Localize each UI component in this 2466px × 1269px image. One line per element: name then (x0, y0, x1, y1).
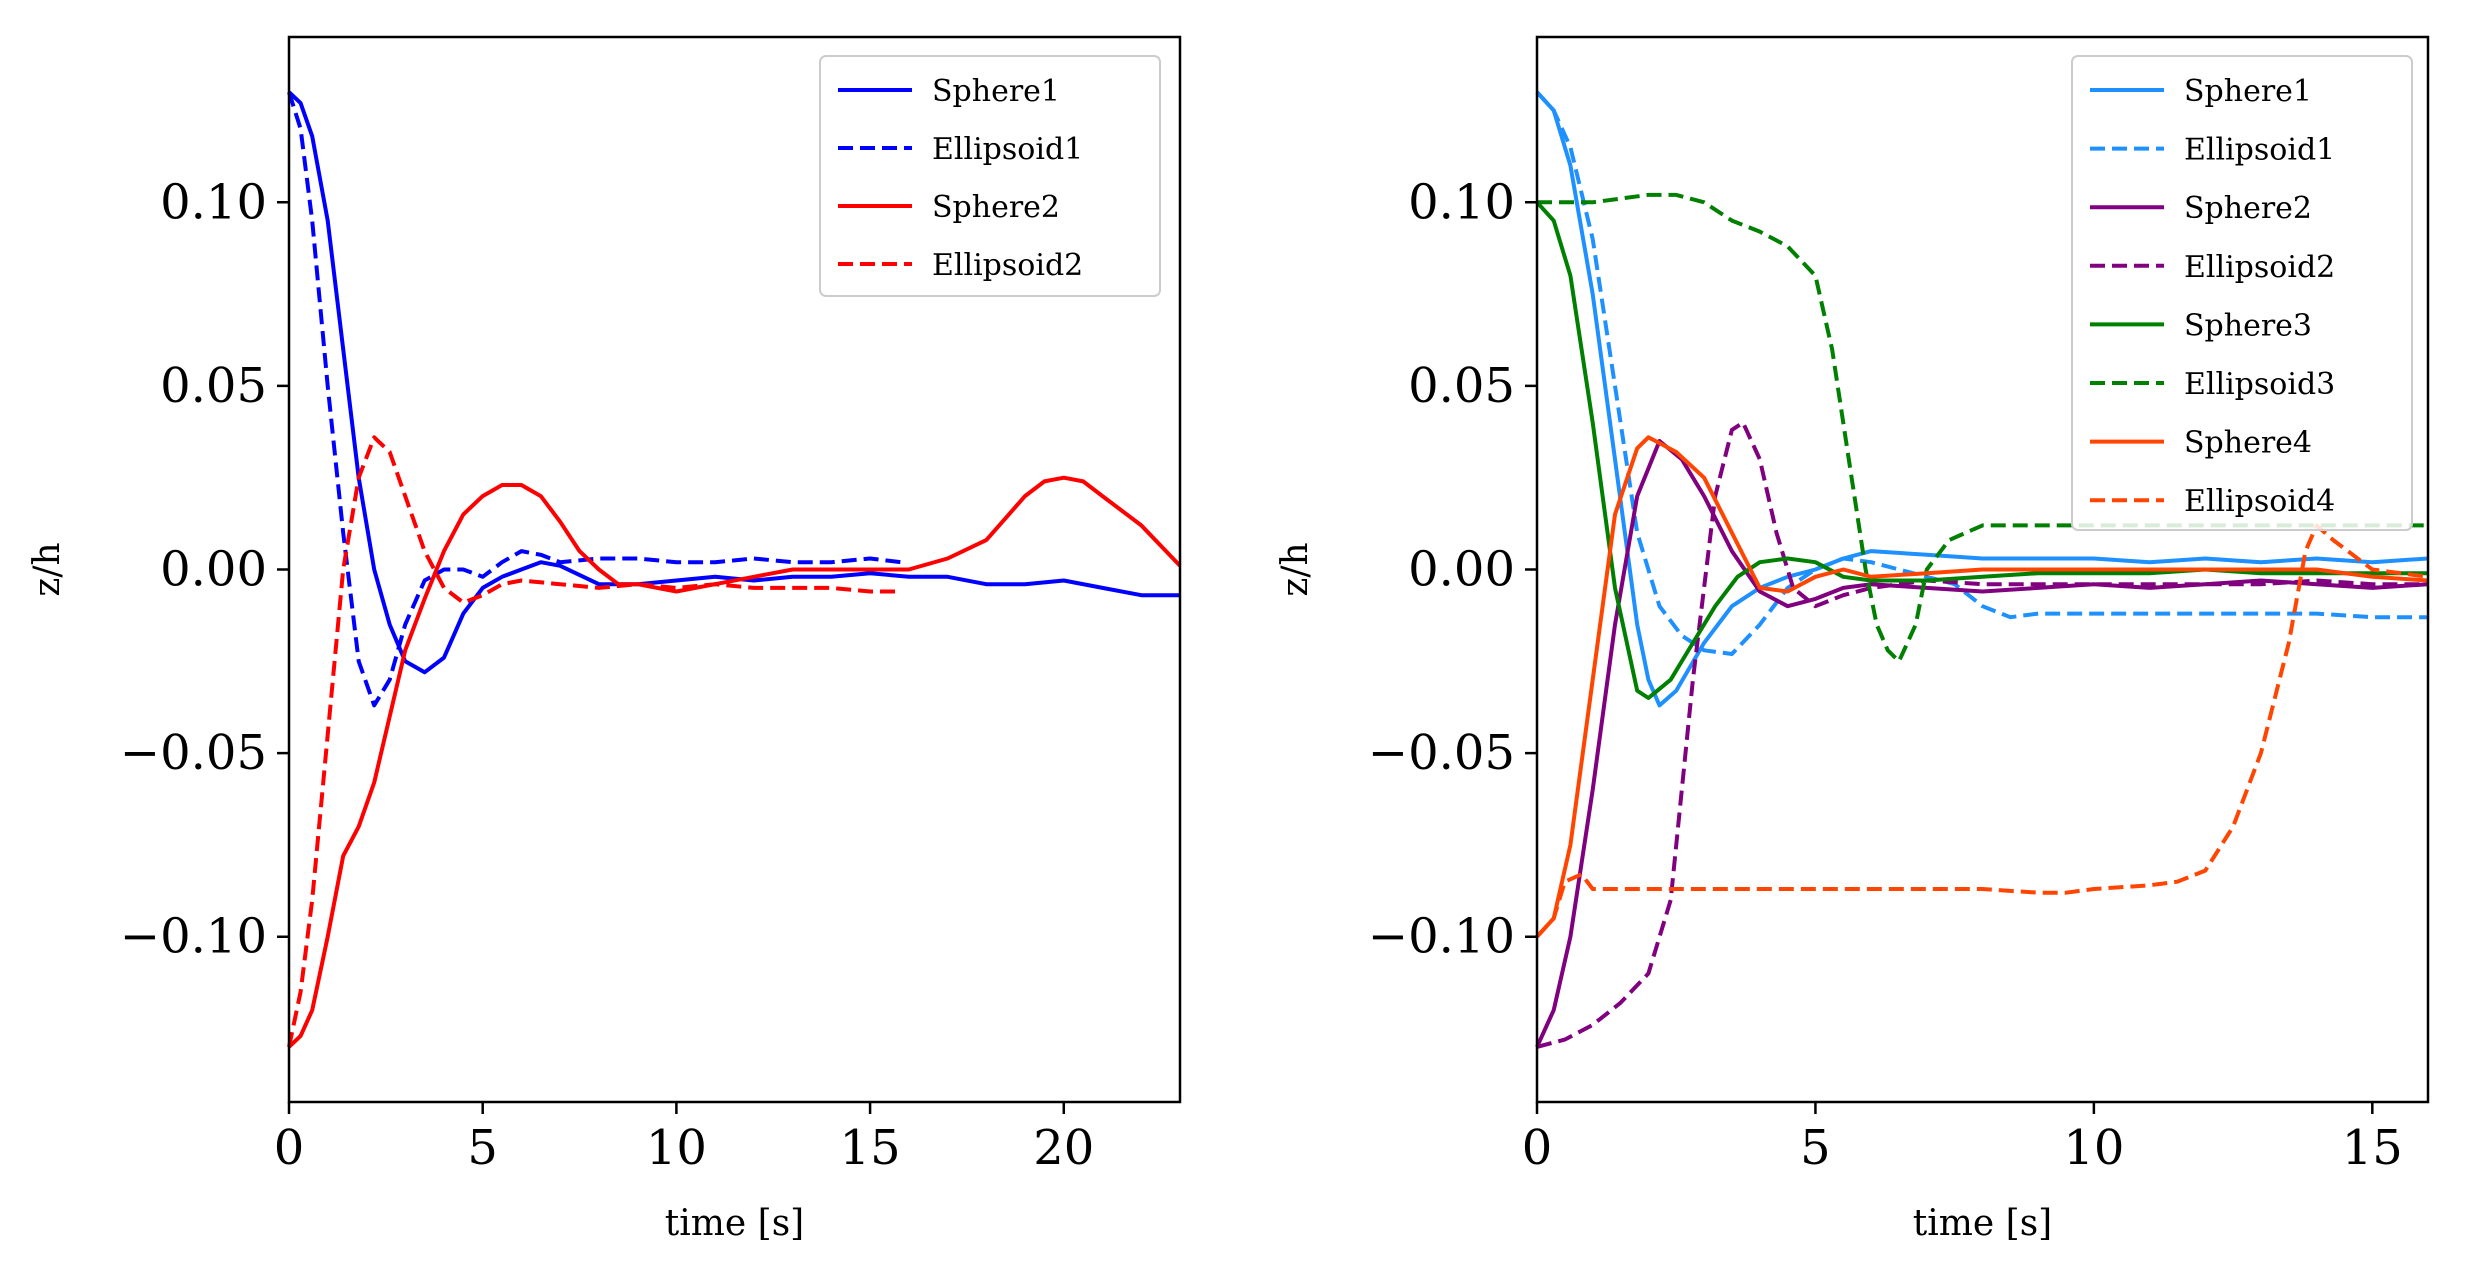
legend-label: Sphere1 (2184, 74, 2312, 109)
y-tick-label: 0.10 (1408, 174, 1515, 230)
y-tick-label: −0.10 (1368, 909, 1515, 965)
legend-label: Ellipsoid2 (2184, 250, 2335, 285)
x-tick-label: 10 (2063, 1120, 2124, 1176)
legend-label: Sphere2 (932, 190, 1060, 225)
legend-label: Ellipsoid1 (932, 132, 1083, 167)
x-tick-label: 5 (1800, 1120, 1831, 1176)
series-line-ellipsoid4 (1535, 523, 2429, 939)
y-tick-label: −0.10 (120, 909, 267, 965)
legend-label: Sphere4 (2184, 426, 2312, 461)
y-axis-label: z/h (1275, 542, 1316, 596)
legend-label: Ellipsoid1 (2184, 133, 2335, 168)
legend-label: Sphere3 (2184, 308, 2312, 343)
y-tick-label: 0.10 (160, 174, 267, 230)
series-line-sphere1 (1535, 90, 2429, 708)
series-line-sphere4 (1535, 435, 2429, 939)
y-tick-label: −0.05 (120, 725, 267, 781)
legend-label: Ellipsoid3 (2184, 367, 2335, 402)
y-tick-label: 0.00 (1408, 542, 1515, 598)
series-line-sphere1 (287, 90, 1180, 675)
x-tick-label: 20 (1033, 1120, 1094, 1176)
x-tick-label: 10 (646, 1120, 707, 1176)
series-line-ellipsoid1 (287, 91, 902, 708)
series-line-ellipsoid2 (1536, 420, 2428, 1049)
legend-box (819, 55, 1161, 297)
x-tick-label: 0 (274, 1120, 305, 1176)
legend-label: Ellipsoid4 (2184, 484, 2335, 519)
y-tick-label: 0.05 (1408, 358, 1515, 414)
series-line-ellipsoid1 (1535, 90, 2428, 656)
series-line-sphere2 (1535, 439, 2429, 1048)
chart-panel-1: 0 5 10 15 20 −0.10 −0.05 0.00 0.05 0.10 time [s] z/… (27, 35, 1182, 1244)
chart-panel-2: 0 5 10 15 −0.10 −0.05 0.00 0.05 0.10 time [s] z/h S… (1275, 35, 2430, 1244)
x-axis-label: time [s] (665, 1203, 804, 1244)
x-tick-label: 15 (2342, 1120, 2403, 1176)
legend-label: Ellipsoid2 (932, 248, 1083, 283)
legend-label: Sphere2 (2184, 191, 2312, 226)
x-tick-label: 0 (1522, 1120, 1553, 1176)
legend: Sphere1 Ellipsoid1 Sphere2 Ellipsoid2 (819, 55, 1161, 297)
x-axis-label: time [s] (1913, 1203, 2052, 1244)
y-axis-label: z/h (27, 542, 68, 596)
legend: Sphere1 Ellipsoid1 Sphere2 Ellipsoid2 Sphere… (2071, 55, 2413, 531)
legend-box (2071, 55, 2413, 531)
x-tick-label: 5 (467, 1120, 498, 1176)
legend-label: Sphere1 (932, 74, 1060, 109)
series-line-ellipsoid2 (287, 435, 902, 1048)
y-tick-label: 0.00 (160, 542, 267, 598)
series-line-sphere2 (287, 475, 1182, 1049)
y-tick-label: −0.05 (1368, 725, 1515, 781)
y-tick-label: 0.05 (160, 358, 267, 414)
x-tick-label: 15 (840, 1120, 901, 1176)
